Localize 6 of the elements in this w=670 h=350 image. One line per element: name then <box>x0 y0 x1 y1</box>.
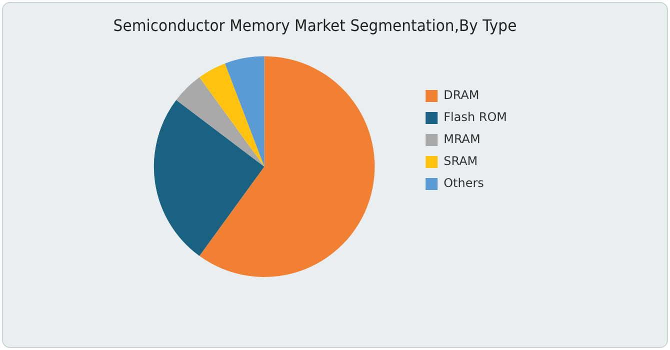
legend-label: MRAM <box>444 132 480 146</box>
legend-label: SRAM <box>444 154 478 168</box>
legend-label: Others <box>444 176 484 190</box>
legend-label: Flash ROM <box>444 110 508 124</box>
chart-title: Semiconductor Memory Market Segmentation,By Type <box>113 16 517 35</box>
legend-label: DRAM <box>444 88 480 102</box>
